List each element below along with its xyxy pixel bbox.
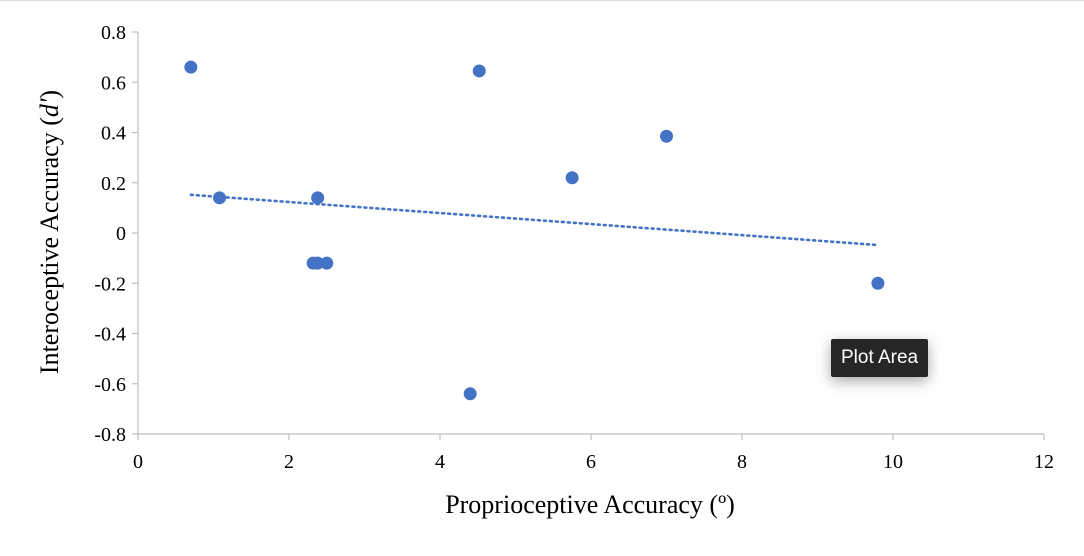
y-tick-label: -0.6 — [94, 374, 126, 396]
x-tick-label: 12 — [1034, 451, 1054, 473]
data-point — [213, 191, 227, 205]
data-point — [463, 387, 477, 401]
x-tick-label: 4 — [435, 451, 445, 473]
plot-area-tooltip: Plot Area — [831, 339, 929, 377]
data-point — [311, 191, 325, 205]
data-point — [184, 60, 198, 74]
data-point — [565, 171, 579, 185]
x-tick-label: 6 — [586, 451, 596, 473]
y-axis-title-prefix: Interoceptive Accuracy ( — [35, 117, 64, 374]
data-point — [871, 276, 885, 290]
y-tick-label: 0 — [116, 223, 126, 245]
y-tick-label: -0.4 — [94, 324, 126, 346]
y-tick-label: 0.2 — [101, 173, 126, 195]
y-tick-label: 0.4 — [101, 123, 126, 145]
data-point — [311, 256, 325, 270]
data-point — [320, 256, 334, 270]
y-tick-label: -0.8 — [94, 424, 126, 446]
y-axis-title: Interoceptive Accuracy (d') — [35, 90, 64, 374]
x-axis-title: Proprioceptive Accuracy (º) — [445, 490, 735, 519]
y-axis-title-suffix: ) — [35, 90, 64, 99]
x-tick-label: 8 — [737, 451, 747, 473]
data-point — [472, 64, 486, 78]
y-tick-label: 0.6 — [101, 72, 126, 94]
y-tick-label: -0.2 — [94, 273, 126, 295]
x-tick-label: 0 — [133, 451, 143, 473]
y-tick-label: 0.8 — [101, 22, 126, 44]
data-point — [660, 129, 673, 143]
x-tick-label: 10 — [883, 451, 903, 473]
y-axis-title-italic: d' — [35, 98, 64, 117]
x-tick-label: 2 — [284, 451, 294, 473]
trendline — [189, 193, 880, 247]
